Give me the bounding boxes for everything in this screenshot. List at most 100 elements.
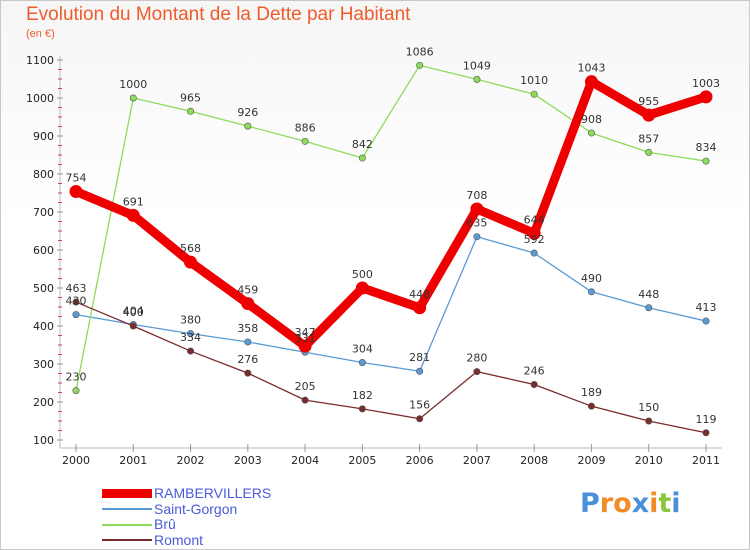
data-label: 691 — [123, 195, 144, 208]
data-label: 1086 — [406, 45, 434, 58]
y-tick-label: 100 — [33, 434, 54, 447]
x-tick-label: 2000 — [62, 454, 90, 467]
data-point — [298, 339, 312, 353]
data-point — [473, 233, 481, 241]
data-label: 347 — [295, 326, 316, 339]
brand-letter: i — [671, 488, 681, 519]
data-label: 358 — [237, 322, 258, 335]
data-point — [69, 184, 83, 198]
data-label: 246 — [524, 365, 545, 378]
data-point — [645, 417, 653, 425]
data-label: 1043 — [577, 62, 605, 75]
y-tick-label: 300 — [33, 358, 54, 371]
data-point — [645, 148, 653, 156]
data-point — [129, 94, 137, 102]
data-point — [358, 154, 366, 162]
data-point — [702, 317, 710, 325]
x-tick-label: 2006 — [406, 454, 434, 467]
data-label: 635 — [466, 217, 487, 230]
legend-label: Brû — [154, 516, 176, 532]
data-label: 281 — [409, 351, 430, 364]
series-line — [75, 64, 707, 392]
data-point — [527, 226, 541, 240]
data-label: 448 — [409, 288, 430, 301]
x-tick-label: 2007 — [463, 454, 491, 467]
data-point — [72, 387, 80, 395]
data-point — [587, 288, 595, 296]
data-point — [301, 137, 309, 145]
data-label: 754 — [66, 171, 87, 184]
data-label: 380 — [180, 314, 201, 327]
data-point — [358, 405, 366, 413]
y-tick-label: 500 — [33, 282, 54, 295]
data-label: 568 — [180, 242, 201, 255]
x-tick-label: 2003 — [234, 454, 262, 467]
data-label: 205 — [295, 380, 316, 393]
chart-title: Evolution du Montant de la Dette par Hab… — [26, 4, 411, 25]
data-label: 857 — [638, 132, 659, 145]
data-point — [187, 107, 195, 115]
data-point — [470, 202, 484, 216]
data-point — [184, 255, 198, 269]
brand-letter: i — [649, 488, 659, 519]
data-point — [416, 367, 424, 375]
data-point — [416, 415, 424, 423]
y-tick-label: 1000 — [26, 92, 54, 105]
data-label: 1000 — [119, 78, 147, 91]
data-point — [129, 322, 137, 330]
data-point — [473, 368, 481, 376]
x-tick-label: 2004 — [291, 454, 319, 467]
data-point — [126, 208, 140, 222]
data-label: 189 — [581, 386, 602, 399]
brand-letter: x — [631, 488, 650, 519]
data-point — [530, 90, 538, 98]
data-label: 334 — [180, 331, 201, 344]
data-label: 280 — [466, 352, 487, 365]
data-point — [530, 381, 538, 389]
data-point — [587, 402, 595, 410]
brand-letter: r — [599, 488, 614, 519]
data-label: 448 — [638, 288, 659, 301]
data-label: 400 — [123, 306, 144, 319]
legend-swatch — [102, 508, 152, 511]
y-tick-label: 200 — [33, 396, 54, 409]
data-point — [241, 297, 255, 311]
data-label: 463 — [66, 282, 87, 295]
series-line — [75, 236, 707, 372]
data-point — [587, 129, 595, 137]
x-tick-label: 2005 — [348, 454, 376, 467]
data-point — [413, 301, 427, 315]
data-label: 182 — [352, 389, 373, 402]
data-label: 834 — [696, 141, 717, 154]
data-label: 644 — [524, 213, 545, 226]
data-point — [584, 75, 598, 89]
data-label: 230 — [66, 371, 87, 384]
data-point — [702, 429, 710, 437]
data-point — [702, 157, 710, 165]
brand-letter: P — [580, 488, 600, 519]
data-point — [645, 304, 653, 312]
y-tick-label: 400 — [33, 320, 54, 333]
data-label: 842 — [352, 138, 373, 151]
data-label: 886 — [295, 121, 316, 134]
data-label: 1049 — [463, 59, 491, 72]
data-point — [72, 311, 80, 319]
data-label: 404 — [123, 304, 144, 317]
data-label: 156 — [409, 399, 430, 412]
y-tick-label: 800 — [33, 168, 54, 181]
data-point — [473, 75, 481, 83]
data-label: 500 — [352, 268, 373, 281]
data-label: 955 — [638, 95, 659, 108]
y-tick-label: 1100 — [26, 54, 54, 67]
data-label: 413 — [696, 301, 717, 314]
series-line — [75, 301, 707, 434]
data-label: 490 — [581, 272, 602, 285]
data-point — [416, 61, 424, 69]
data-label: 150 — [638, 401, 659, 414]
data-point — [355, 281, 369, 295]
data-point — [187, 347, 195, 355]
data-point — [358, 358, 366, 366]
x-tick-label: 2011 — [692, 454, 720, 467]
